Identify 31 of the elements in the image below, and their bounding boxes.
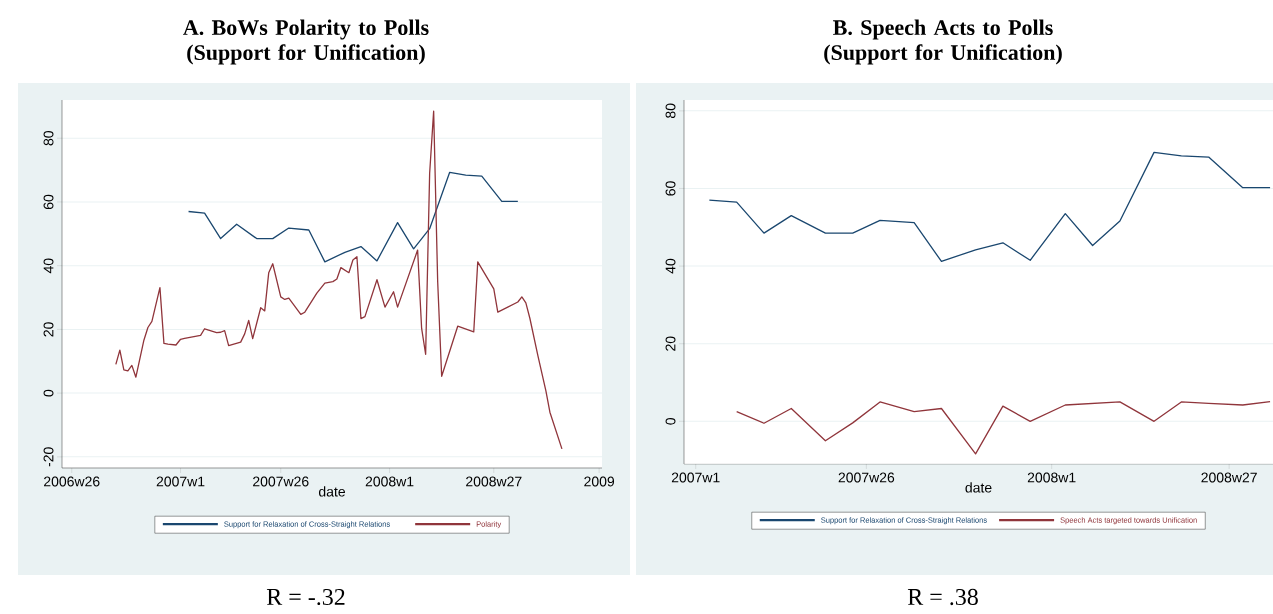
- y-tick-label: 80: [43, 130, 54, 146]
- y-tick-label: 0: [665, 417, 676, 425]
- x-tick-label: 2009: [584, 476, 615, 487]
- text: R = .38: [907, 588, 978, 606]
- y-tick-label: 40: [665, 258, 676, 274]
- y-tick-label: 80: [665, 103, 676, 119]
- chart-title: A. BoWs Polarity to Polls (Support for Unification): [183, 19, 429, 65]
- x-tick-label: 2008w1: [365, 476, 414, 487]
- y-tick-label: 40: [43, 258, 54, 274]
- x-tick-label: 2007w1: [671, 472, 720, 483]
- y-tick-label: -20: [43, 447, 54, 467]
- x-tick-label: 2007w26: [838, 472, 895, 483]
- x-axis-title: date: [965, 482, 992, 493]
- line-series: [187, 171, 519, 263]
- line-series: [736, 400, 1271, 455]
- text: R = -.32: [266, 588, 345, 606]
- y-tick-label: 20: [665, 336, 676, 351]
- x-tick-label: 2008w1: [1027, 472, 1076, 483]
- x-tick-label: 2008w27: [1201, 472, 1257, 483]
- y-tick-label: 20: [43, 322, 54, 337]
- y-tick-label: 60: [665, 181, 676, 196]
- x-tick-label: 2006w26: [44, 476, 100, 487]
- line-series: [115, 110, 563, 450]
- line-series: [708, 151, 1271, 263]
- x-tick-label: 2007w26: [253, 476, 309, 487]
- chart-title: B. Speech Acts to Polls (Support for Unification): [824, 19, 1062, 65]
- x-tick-label: 2007w1: [156, 476, 205, 487]
- y-tick-label: 0: [43, 389, 54, 397]
- x-axis-title: date: [318, 486, 346, 497]
- y-tick-label: 60: [43, 194, 54, 210]
- x-tick-label: 2008w27: [466, 476, 522, 487]
